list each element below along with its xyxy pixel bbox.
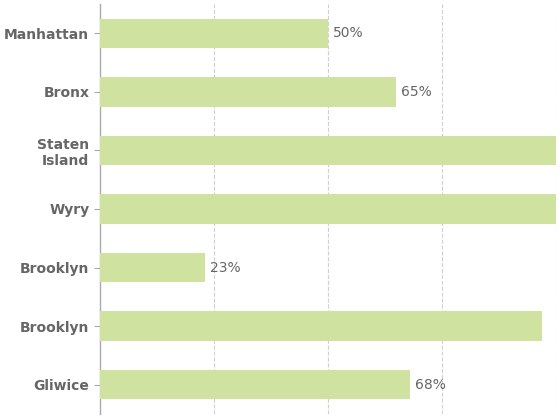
Bar xyxy=(100,136,556,165)
Bar xyxy=(100,194,556,224)
Text: 68%: 68% xyxy=(414,377,446,392)
Bar xyxy=(100,370,410,399)
Bar xyxy=(100,77,396,107)
Text: 50%: 50% xyxy=(333,26,363,41)
Bar xyxy=(100,19,328,48)
Text: 23%: 23% xyxy=(209,260,240,275)
Text: 65%: 65% xyxy=(401,85,432,99)
Bar xyxy=(100,311,542,341)
Bar xyxy=(100,253,205,282)
